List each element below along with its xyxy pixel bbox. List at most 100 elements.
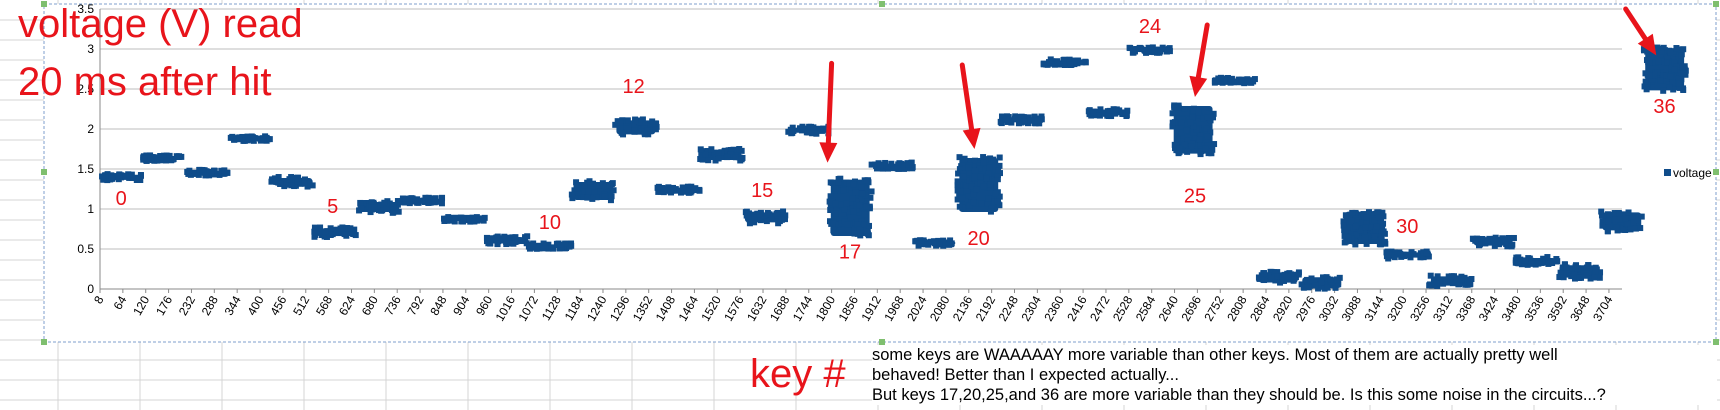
data-point — [240, 137, 247, 144]
data-point — [966, 202, 973, 209]
data-point — [1453, 276, 1460, 283]
data-point — [775, 220, 782, 227]
data-point — [211, 167, 218, 174]
data-point — [1563, 269, 1570, 276]
data-point — [1265, 272, 1272, 279]
data-point — [116, 173, 123, 180]
data-point — [510, 240, 517, 247]
chart-selection-handle — [1713, 339, 1719, 345]
data-point — [503, 238, 510, 245]
data-point — [1669, 79, 1676, 86]
data-point — [1456, 281, 1463, 288]
data-cluster-key-6 — [356, 198, 403, 216]
data-point — [1285, 273, 1292, 280]
data-point — [221, 167, 228, 174]
data-point — [1675, 75, 1682, 82]
data-cluster-key-14 — [697, 146, 746, 164]
data-point — [606, 187, 613, 194]
legend-label: voltage — [1673, 166, 1712, 180]
data-point — [867, 194, 874, 201]
data-point — [1359, 219, 1366, 226]
data-point — [390, 209, 397, 216]
data-point — [652, 121, 659, 128]
data-point — [858, 195, 865, 202]
data-point — [425, 199, 432, 206]
data-point — [970, 199, 977, 206]
data-point — [1378, 236, 1385, 243]
data-point — [1196, 112, 1203, 119]
data-point — [1667, 49, 1674, 56]
data-point — [1345, 234, 1352, 241]
data-point — [708, 146, 715, 153]
arrow-shaft — [1623, 6, 1648, 42]
data-point — [994, 198, 1001, 205]
data-point — [524, 233, 531, 240]
data-point — [1544, 254, 1551, 261]
data-point — [940, 242, 947, 249]
data-point — [1535, 260, 1542, 267]
data-point — [154, 157, 161, 164]
data-point — [1191, 137, 1198, 144]
data-point — [829, 179, 836, 186]
data-point — [1204, 133, 1211, 140]
data-point — [344, 225, 351, 232]
data-point — [817, 127, 824, 134]
data-point — [1178, 129, 1185, 136]
data-point — [1629, 215, 1636, 222]
data-point — [1318, 279, 1325, 286]
data-point — [974, 179, 981, 186]
data-point — [844, 221, 851, 228]
data-point — [1335, 281, 1342, 288]
data-point — [702, 151, 709, 158]
data-point — [1556, 274, 1563, 281]
data-point — [246, 134, 253, 141]
data-point — [1441, 279, 1448, 286]
chart-selection-handle — [1713, 1, 1719, 7]
data-cluster-key-5 — [311, 224, 359, 240]
data-point — [745, 210, 752, 217]
data-point — [1138, 45, 1145, 52]
data-point — [108, 175, 115, 182]
data-point — [840, 187, 847, 194]
data-point — [932, 240, 939, 247]
data-point — [1592, 269, 1599, 276]
data-point — [955, 170, 962, 177]
data-point — [1207, 129, 1214, 136]
data-cluster-key-9 — [483, 233, 531, 248]
data-point — [644, 127, 651, 134]
chart-frame — [43, 3, 1717, 343]
data-point — [954, 196, 961, 203]
data-point — [617, 124, 624, 131]
data-point — [1571, 271, 1578, 278]
data-point — [333, 226, 340, 233]
data-point — [1649, 51, 1656, 58]
data-point — [1433, 280, 1440, 287]
data-point — [851, 226, 858, 233]
data-point — [751, 211, 758, 218]
data-point — [1391, 254, 1398, 261]
data-point — [108, 172, 115, 179]
data-point — [854, 230, 861, 237]
data-point — [1230, 79, 1237, 86]
data-point — [1086, 107, 1093, 114]
chart-selection-handle — [879, 339, 885, 345]
data-point — [980, 166, 987, 173]
data-point — [1261, 277, 1268, 284]
data-point — [727, 151, 734, 158]
data-point — [858, 184, 865, 191]
data-cluster-key-1 — [140, 152, 185, 164]
data-point — [562, 240, 569, 247]
data-point — [214, 171, 221, 178]
data-point — [722, 147, 729, 154]
data-point — [173, 153, 180, 160]
data-point — [1663, 72, 1670, 79]
note-line-1: some keys are WAAAAAY more variable than… — [872, 346, 1558, 364]
data-point — [655, 183, 662, 190]
data-point — [1054, 59, 1061, 66]
data-point — [1627, 226, 1634, 233]
data-point — [368, 199, 375, 206]
data-point — [832, 185, 839, 192]
note-line-2: behaved! Better than I expected actually… — [872, 366, 1179, 384]
data-point — [607, 197, 614, 204]
data-point — [888, 160, 895, 167]
